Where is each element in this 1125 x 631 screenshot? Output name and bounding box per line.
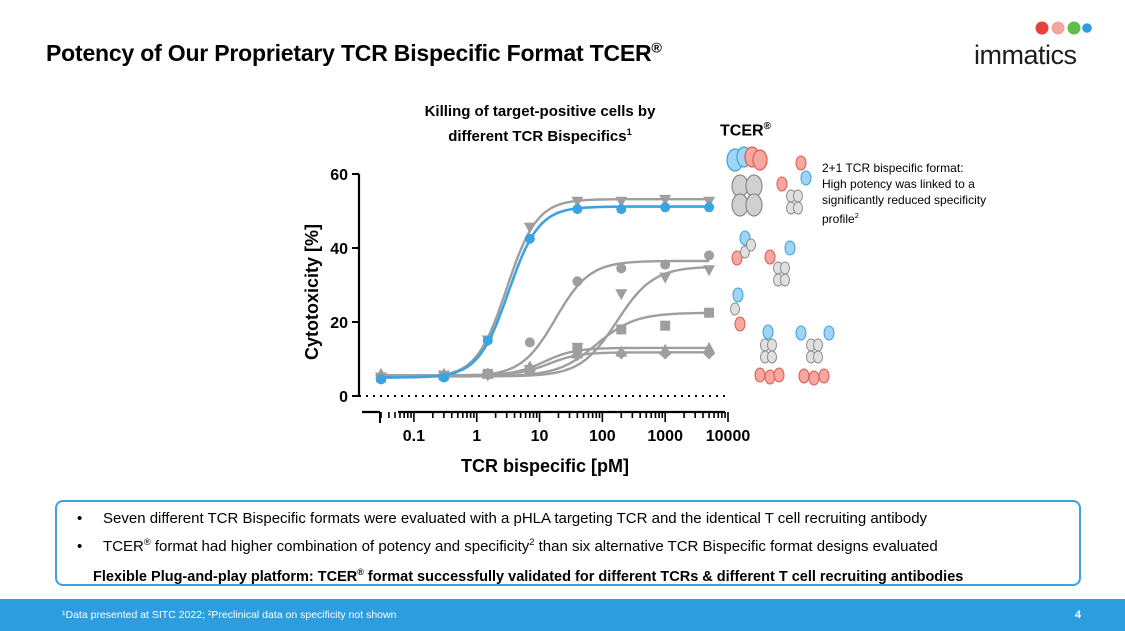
series-6-point <box>703 341 716 353</box>
x-axis-label: TCR bispecific [pM] <box>461 456 629 476</box>
series-2-point <box>571 196 584 208</box>
bispecific-format-diagrams <box>726 146 835 386</box>
y-tick-label: 20 <box>330 315 348 332</box>
series-1-point <box>482 335 493 346</box>
summary-bullet-1: • Seven different TCR Bispecific formats … <box>77 510 928 527</box>
series-7-point <box>703 347 716 360</box>
alt-format-icon-1 <box>776 155 812 215</box>
y-tick-label: 60 <box>330 167 348 184</box>
series-2-point <box>615 196 628 208</box>
series-2-point <box>703 196 716 208</box>
footnote: ¹Data presented at SITC 2022; ²Preclinic… <box>62 609 397 621</box>
x-tick-label: 10000 <box>706 428 751 445</box>
series-4-point <box>659 272 672 284</box>
series-3-point <box>572 276 583 287</box>
slide-title: Potency of Our Proprietary TCR Bispecifi… <box>46 40 662 66</box>
alt-format-icon-6 <box>795 325 835 386</box>
x-tick-label: 100 <box>589 428 616 445</box>
format-description: 2+1 TCR bispecific format: High potency w… <box>822 161 987 226</box>
tcer-format-icon <box>726 146 768 217</box>
series-1-fit-curve <box>381 205 710 379</box>
series-7-point <box>615 347 628 360</box>
alt-format-icon-5 <box>754 324 785 385</box>
series-1-point <box>616 204 627 215</box>
alt-format-icon-3 <box>764 240 796 287</box>
series-3-point <box>704 250 715 261</box>
series-1-point <box>438 372 449 383</box>
alt-format-icon-4 <box>730 287 746 332</box>
series-7-point <box>523 364 536 377</box>
summary-bullet-2: • TCER® format had higher combination of … <box>77 537 938 555</box>
series-7-point <box>571 349 584 362</box>
series-3-point <box>660 259 671 270</box>
series-1-point <box>660 202 671 213</box>
series-5-point <box>660 320 671 331</box>
x-tick-label: 1 <box>472 428 481 445</box>
series-7-point <box>659 347 672 360</box>
series-1-point <box>704 202 715 213</box>
page-number: 4 <box>1075 609 1082 621</box>
series-3-point <box>616 263 627 274</box>
immatics-logo: immatics <box>972 18 1092 70</box>
x-tick-label: 1000 <box>647 428 683 445</box>
logo-text: immatics <box>974 40 1077 70</box>
series-2-point <box>523 222 536 234</box>
logo-dots-icon <box>1035 21 1092 35</box>
y-tick-label: 0 <box>339 389 348 406</box>
series-4-point <box>703 265 716 277</box>
series-4-point <box>615 289 628 301</box>
series-1-point <box>524 233 535 244</box>
series-1-point <box>376 374 387 385</box>
series-1-point <box>572 204 583 215</box>
summary-box: • Seven different TCR Bispecific formats … <box>55 500 1081 586</box>
dose-response-chart: 0 20 40 60 0.1 1 10 100 1000 10000 TCR bispecific … <box>302 167 751 476</box>
series-2-point <box>659 194 672 206</box>
summary-highlight: Flexible Plug-and-play platform: TCER® f… <box>93 567 964 585</box>
y-tick-label: 40 <box>330 241 348 258</box>
series-7-point <box>481 367 494 380</box>
series-5-point <box>616 324 627 335</box>
footer-bar: ¹Data presented at SITC 2022; ²Preclinic… <box>0 599 1125 631</box>
y-axis-label: Cytotoxicity [%] <box>302 224 322 360</box>
tcer-format-label: TCER® <box>720 121 771 140</box>
x-tick-label: 10 <box>531 428 549 445</box>
series-3-point <box>524 337 535 348</box>
x-tick-label: 0.1 <box>403 428 425 445</box>
series-5-point <box>704 307 715 318</box>
alt-format-icon-2 <box>731 230 756 266</box>
chart-title: Killing of target-positive cells by diffe… <box>424 103 656 145</box>
